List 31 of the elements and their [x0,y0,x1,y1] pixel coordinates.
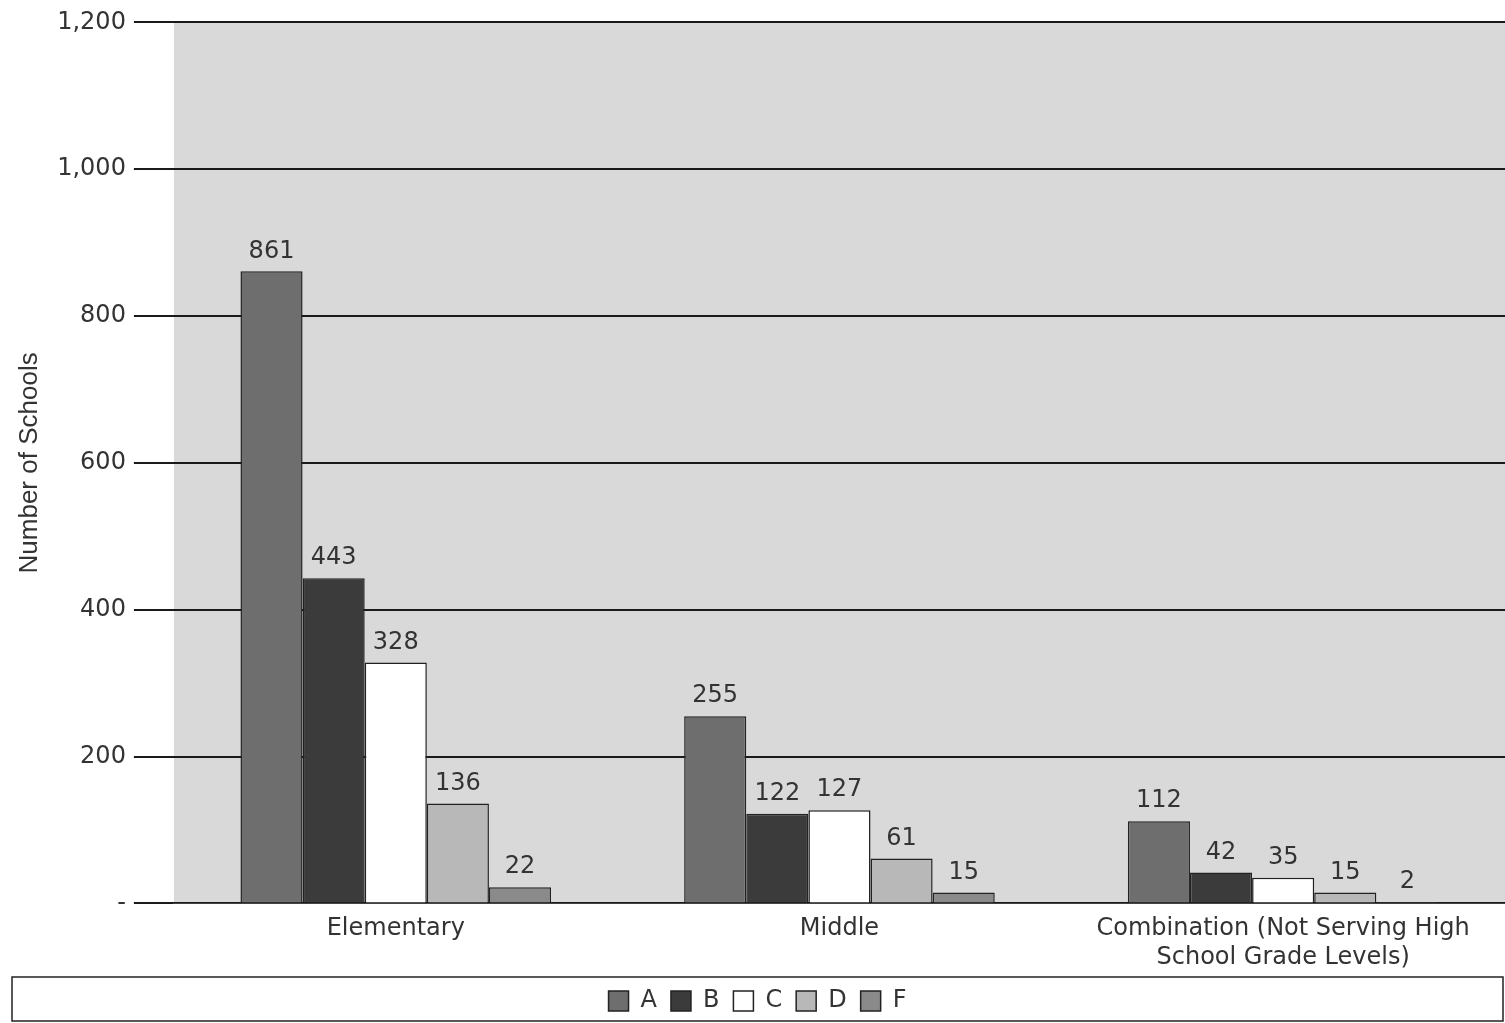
y-tick-label: 400 [80,593,126,622]
y-tick-label: 200 [80,740,126,769]
data-label: 443 [310,542,357,571]
y-tick-label: 800 [80,300,126,329]
data-label: 2 [1399,866,1416,895]
y-tick-label: - [117,887,126,916]
x-tick-label: Combination (Not Serving High School Grade Levels) [1096,913,1470,970]
data-label: 112 [1136,785,1182,814]
x-tick-label: Middle [799,913,880,942]
data-label: 15 [1330,856,1361,885]
data-label: 861 [248,235,295,264]
data-label: 42 [1205,836,1237,865]
data-label: 22 [504,851,536,880]
legend-label: D [828,985,847,1014]
legend-label: F [892,985,907,1014]
y-tick-label: 1,000 [57,153,126,182]
x-tick-label: Elementary [326,913,465,942]
data-label: 15 [948,856,979,885]
legend-label: A [640,985,658,1014]
data-label: 255 [692,680,739,709]
data-label: 328 [372,626,419,655]
y-axis-title: Number of Schools [12,352,43,574]
y-tick-label: 600 [80,447,126,476]
legend-label: B [702,985,720,1014]
legend-label: C [765,985,783,1014]
data-label: 127 [816,774,863,803]
data-label: 136 [434,767,481,796]
data-label: 61 [886,822,917,851]
data-label: 35 [1267,841,1299,870]
y-tick-label: 1,200 [57,6,126,35]
data-label: 122 [754,778,801,807]
